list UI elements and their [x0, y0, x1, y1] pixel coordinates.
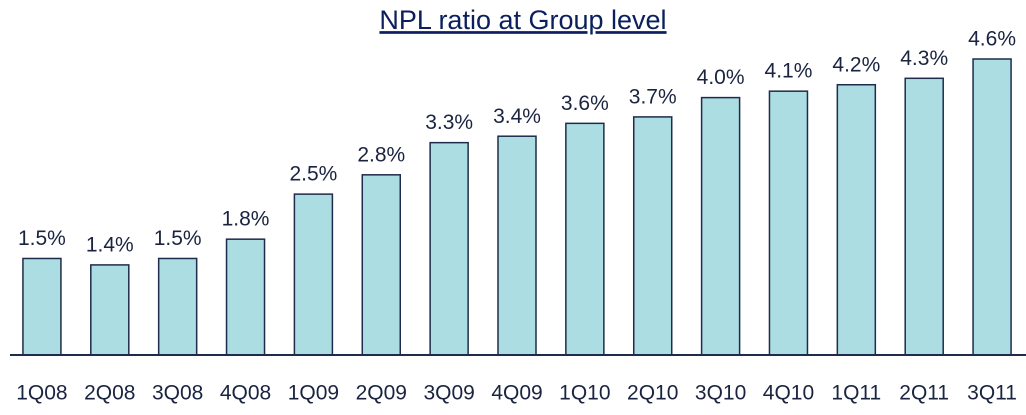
bar [768, 90, 809, 356]
value-label: 1.8% [222, 208, 270, 231]
value-label: 1.5% [154, 227, 202, 250]
x-tick-label: 3Q11 [967, 382, 1017, 405]
value-label: 4.0% [697, 66, 745, 89]
bar [225, 238, 266, 356]
x-tick-label: 2Q11 [899, 382, 949, 405]
bar [836, 83, 877, 356]
bar [497, 135, 537, 356]
x-tick-label: 2Q08 [84, 382, 135, 405]
x-tick-label: 4Q10 [763, 382, 814, 405]
value-label: 2.5% [289, 163, 337, 186]
bar [22, 257, 62, 356]
value-label: 3.4% [493, 105, 541, 128]
value-label: 3.7% [629, 85, 677, 108]
x-tick-label: 3Q10 [695, 382, 746, 405]
bar [904, 77, 944, 356]
value-label: 4.3% [900, 47, 948, 70]
x-tick-label: 1Q11 [831, 382, 881, 405]
bar [632, 116, 673, 356]
bar [157, 257, 198, 356]
bar [700, 96, 741, 356]
bar [90, 264, 130, 356]
bar [565, 122, 605, 356]
bar [429, 141, 469, 356]
x-tick-label: 4Q08 [220, 382, 271, 405]
x-tick-label: 4Q09 [491, 382, 542, 405]
x-tick-label: 1Q08 [16, 382, 67, 405]
x-tick-label: 1Q09 [288, 382, 339, 405]
value-label: 1.4% [86, 233, 134, 256]
x-tick-label: 2Q10 [627, 382, 678, 405]
bar [972, 58, 1012, 356]
value-label: 2.8% [357, 143, 405, 166]
value-label: 4.2% [832, 53, 880, 76]
value-label: 4.6% [968, 28, 1016, 51]
bar [361, 174, 402, 356]
x-tick-label: 2Q09 [356, 382, 407, 405]
x-tick-label: 1Q10 [559, 382, 610, 405]
value-label: 3.3% [425, 111, 473, 134]
x-tick-label: 3Q09 [423, 382, 474, 405]
chart-title: NPL ratio at Group level [379, 5, 666, 35]
value-label: 4.1% [765, 60, 813, 83]
value-label: 3.6% [561, 92, 609, 115]
value-label: 1.5% [18, 227, 66, 250]
x-tick-label: 3Q08 [152, 382, 203, 405]
bar [293, 193, 334, 356]
